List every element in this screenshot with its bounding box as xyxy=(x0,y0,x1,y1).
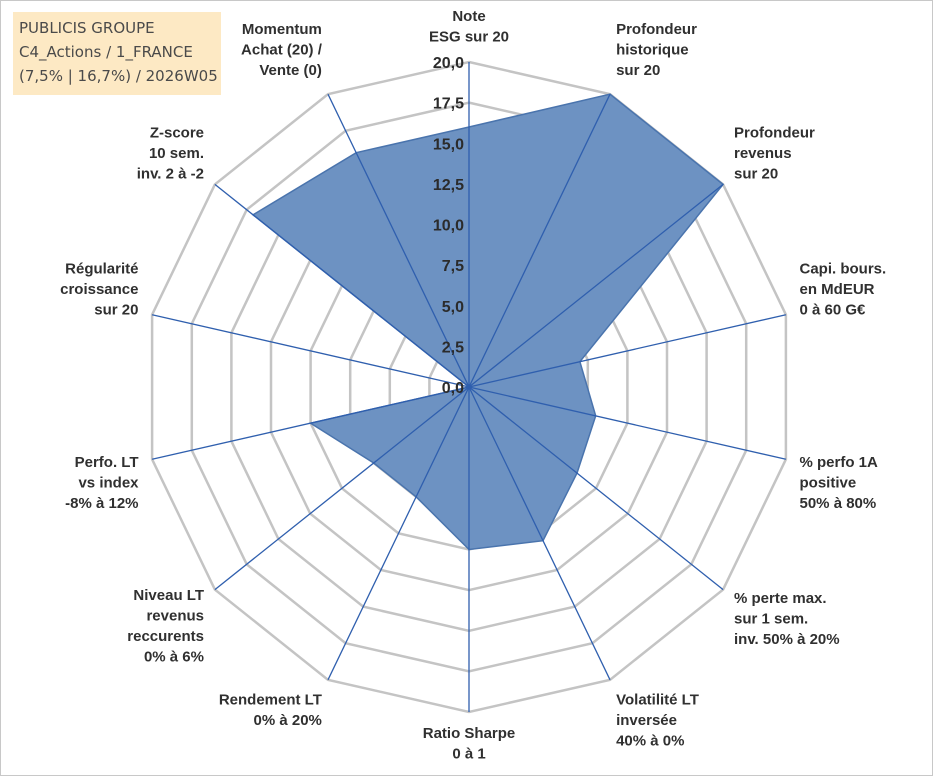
axis-spoke xyxy=(468,386,611,681)
axis-spoke xyxy=(151,386,470,460)
axis-label-line: Perfo. LT xyxy=(75,454,139,471)
axis-label-line: revenus xyxy=(146,608,204,625)
axis-label: Niveau LT revenus reccurents 0% à 6% xyxy=(127,587,204,666)
axis-label-line: ESG sur 20 xyxy=(429,29,509,46)
tick-label: 2,5 xyxy=(442,339,464,356)
axis-label: Profondeur historique sur 20 xyxy=(616,21,697,79)
tick-label: 17,5 xyxy=(433,96,464,113)
axis-label-line: Régularité xyxy=(65,260,138,277)
tick-label: 5,0 xyxy=(442,299,464,316)
axis-label-line: % perte max. xyxy=(734,590,827,607)
axis-label: Ratio Sharpe 0 à 1 xyxy=(423,725,516,763)
axis-label-line: 50% à 80% xyxy=(800,495,877,512)
axis-label-line: Capi. bours. xyxy=(800,260,887,277)
axis-label-line: Z-score xyxy=(150,124,204,141)
axis-label-line: % perfo 1A xyxy=(800,454,879,471)
axis-spoke xyxy=(468,183,724,388)
axis-label-line: 0 à 60 G€ xyxy=(800,301,867,318)
axis-spoke xyxy=(468,314,787,388)
axis-label-line: inv. 50% à 20% xyxy=(734,631,840,648)
axis-label-line: Achat (20) / xyxy=(241,42,323,59)
axis-label: Profondeur revenus sur 20 xyxy=(734,124,815,182)
axis-label-line: Profondeur xyxy=(734,124,815,141)
axis-label: Régularité croissance sur 20 xyxy=(60,260,138,318)
axis-spoke xyxy=(214,386,470,591)
axis-label-line: 0 à 1 xyxy=(452,746,485,763)
tick-label: 15,0 xyxy=(433,136,464,153)
axis-label-line: Note xyxy=(452,8,485,25)
axis-spoke xyxy=(327,386,470,681)
info-weights-week: (7,5% | 16,7%) / 2026W05 xyxy=(19,67,218,85)
axis-spoke xyxy=(468,386,787,460)
axis-spoke xyxy=(151,314,470,388)
axis-label-line: inversée xyxy=(616,712,677,729)
radar-spokes xyxy=(151,62,787,712)
axis-label-line: sur 20 xyxy=(94,301,138,318)
axis-label-line: Niveau LT xyxy=(133,587,204,604)
axis-label: Perfo. LT vs index -8% à 12% xyxy=(65,454,139,512)
tick-label: 7,5 xyxy=(442,258,464,275)
axis-spoke xyxy=(327,93,470,388)
axis-label-line: sur 20 xyxy=(616,62,660,79)
tick-label: 10,0 xyxy=(433,218,464,235)
info-portfolio: C4_Actions / 1_FRANCE xyxy=(19,43,193,61)
axis-label-line: 0% à 6% xyxy=(144,649,204,666)
axis-label: Momentum Achat (20) / Vente (0) xyxy=(241,21,323,79)
info-box: PUBLICIS GROUPE C4_Actions / 1_FRANCE (7… xyxy=(13,12,221,95)
axis-spoke xyxy=(468,93,611,388)
axis-label-line: en MdEUR xyxy=(800,281,875,298)
axis-label-line: Profondeur xyxy=(616,21,697,38)
axis-label-line: Volatilité LT xyxy=(616,691,699,708)
axis-label-line: vs index xyxy=(78,475,139,492)
axis-label: % perte max. sur 1 sem. inv. 50% à 20% xyxy=(734,590,840,648)
axis-label: Volatilité LT inversée 40% à 0% xyxy=(616,691,699,749)
tick-label: 0,0 xyxy=(442,380,464,397)
axis-label-line: Momentum xyxy=(242,21,322,38)
axis-spoke xyxy=(214,183,470,388)
axis-label: % perfo 1A positive 50% à 80% xyxy=(800,454,879,512)
axis-label-line: positive xyxy=(800,475,857,492)
tick-label: 12,5 xyxy=(433,177,464,194)
axis-label-line: 0% à 20% xyxy=(254,712,322,729)
axis-label-line: reccurents xyxy=(127,628,204,645)
axis-label-line: historique xyxy=(616,42,689,59)
axis-label-line: croissance xyxy=(60,281,138,298)
axis-label-line: inv. 2 à -2 xyxy=(137,165,204,182)
axis-label-line: sur 1 sem. xyxy=(734,611,808,628)
info-company: PUBLICIS GROUPE xyxy=(19,19,155,37)
axis-label-line: Vente (0) xyxy=(259,62,322,79)
axis-label-line: 10 sem. xyxy=(149,145,204,162)
axis-label-line: 40% à 0% xyxy=(616,732,684,749)
axis-spoke xyxy=(468,386,724,591)
axis-label: Note ESG sur 20 xyxy=(429,8,509,46)
axis-label-line: -8% à 12% xyxy=(65,495,138,512)
axis-label-line: Ratio Sharpe xyxy=(423,725,516,742)
axis-label: Z-score 10 sem. inv. 2 à -2 xyxy=(137,124,204,182)
tick-label: 20,0 xyxy=(433,55,464,72)
axis-label-line: sur 20 xyxy=(734,165,778,182)
axis-label: Rendement LT 0% à 20% xyxy=(219,691,322,729)
axis-label-line: revenus xyxy=(734,145,792,162)
axis-label-line: Rendement LT xyxy=(219,691,322,708)
axis-label: Capi. bours. en MdEUR 0 à 60 G€ xyxy=(800,260,887,318)
